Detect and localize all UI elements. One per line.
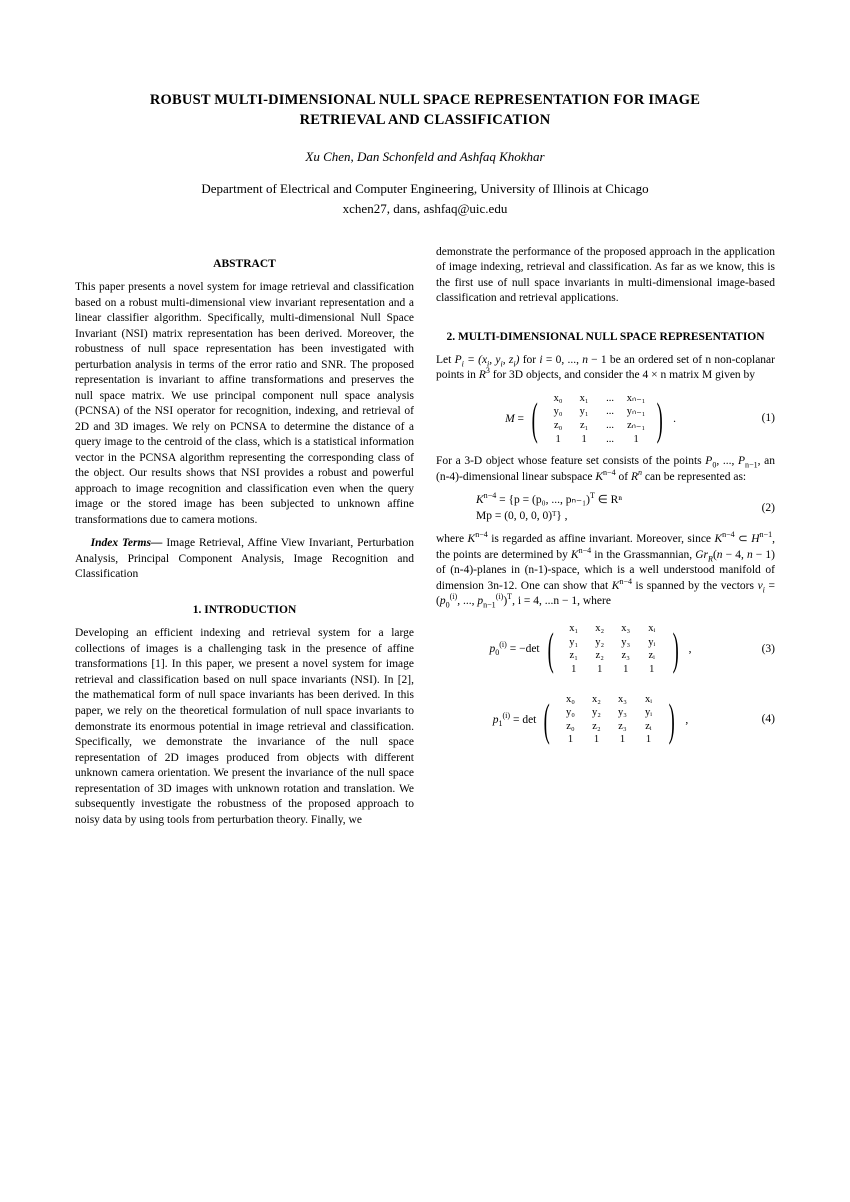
eq4-content: p1(i) = det ( x₀x₂x₃xᵢ y₀y₂y₃yᵢ z₀z₂z₃zᵢ…: [436, 693, 745, 748]
two-column-body: ABSTRACT This paper presents a novel sys…: [75, 245, 775, 829]
index-terms: Index Terms— Image Retrieval, Affine Vie…: [75, 536, 414, 583]
left-column: ABSTRACT This paper presents a novel sys…: [75, 245, 414, 829]
eq4-matrix: x₀x₂x₃xᵢ y₀y₂y₃yᵢ z₀z₂z₃zᵢ 1111: [557, 693, 661, 748]
authors: Xu Chen, Dan Schonfeld and Ashfaq Khokha…: [75, 149, 775, 165]
eq2-number: (2): [745, 501, 775, 517]
eq3-number: (3): [745, 642, 775, 658]
eq1-matrix: x₀x₁...xₙ₋₁ y₀y₁...yₙ₋₁ z₀z₁...zₙ₋₁ 11..…: [545, 392, 649, 447]
paper-title: ROBUST MULTI-DIMENSIONAL NULL SPACE REPR…: [75, 90, 775, 131]
eq2-l2: Mp = (0, 0, 0, 0)ᵀ} ,: [476, 510, 568, 522]
after-eq1-d: can be represented as:: [642, 471, 746, 483]
section-2-heading: 2. MULTI-DIMENSIONAL NULL SPACE REPRESEN…: [436, 329, 775, 345]
equation-1: M = ( x₀x₁...xₙ₋₁ y₀y₁...yₙ₋₁ z₀z₁...zₙ₋…: [436, 392, 775, 447]
section-2-intro: Let Pi = (xi, yi, zi) for i = 0, ..., n …: [436, 353, 775, 384]
section-1-body: Developing an efficient indexing and ret…: [75, 626, 414, 828]
right-column: demonstrate the performance of the propo…: [436, 245, 775, 829]
eq2-l1a: = {p = (p₀, ..., pₙ₋₁): [496, 494, 590, 506]
affiliation: Department of Electrical and Computer En…: [75, 181, 775, 197]
eq4-lhs: = det: [510, 713, 536, 725]
title-line-2: RETRIEVAL AND CLASSIFICATION: [300, 112, 551, 128]
index-terms-label: Index Terms—: [91, 537, 163, 549]
after-eq2: where Kn−4 is regarded as affine invaria…: [436, 532, 775, 610]
eq2-l1b: ∈ Rⁿ: [595, 494, 622, 506]
paper-page: ROBUST MULTI-DIMENSIONAL NULL SPACE REPR…: [0, 0, 850, 1202]
email: xchen27, dans, ashfaq@uic.edu: [75, 201, 775, 217]
eq3-content: p0(i) = −det ( x₁x₂x₃xᵢ y₁y₂y₃yᵢ z₁z₂z₃z…: [436, 622, 745, 677]
equation-2: Kn−4 = {p = (p₀, ..., pₙ₋₁)T ∈ Rⁿ Mp = (…: [436, 493, 775, 524]
after-eq1: For a 3-D object whose feature set consi…: [436, 454, 775, 485]
eq1-number: (1): [745, 411, 775, 427]
after-eq2-d: in the Grassmannian,: [591, 549, 695, 561]
s2-intro-a: Let: [436, 354, 455, 366]
col2-continuation: demonstrate the performance of the propo…: [436, 245, 775, 307]
eq3-matrix: x₁x₂x₃xᵢ y₁y₂y₃yᵢ z₁z₂z₃zᵢ 1111: [561, 622, 665, 677]
after-eq2-a: where: [436, 533, 468, 545]
eq3-lhs: = −det: [507, 643, 540, 655]
equation-3: p0(i) = −det ( x₁x₂x₃xᵢ y₁y₂y₃yᵢ z₁z₂z₃z…: [436, 622, 775, 677]
eq1-content: M = ( x₀x₁...xₙ₋₁ y₀y₁...yₙ₋₁ z₀z₁...zₙ₋…: [436, 392, 745, 447]
eq2-content: Kn−4 = {p = (p₀, ..., pₙ₋₁)T ∈ Rⁿ Mp = (…: [436, 493, 745, 524]
after-eq2-b: is regarded as affine invariant. Moreove…: [488, 533, 715, 545]
after-eq2-f: is spanned by the vectors: [632, 580, 758, 592]
abstract-heading: ABSTRACT: [75, 257, 414, 273]
title-line-1: ROBUST MULTI-DIMENSIONAL NULL SPACE REPR…: [150, 92, 700, 108]
abstract-body: This paper presents a novel system for i…: [75, 280, 414, 528]
eq4-number: (4): [745, 712, 775, 728]
equation-4: p1(i) = det ( x₀x₂x₃xᵢ y₀y₂y₃yᵢ z₀z₂z₃zᵢ…: [436, 693, 775, 748]
section-1-heading: 1. INTRODUCTION: [75, 603, 414, 619]
after-eq1-a: For a 3-D object whose feature set consi…: [436, 455, 705, 467]
s2-intro-c: for 3D objects, and consider the 4 × n m…: [490, 369, 755, 381]
after-eq2-g: , i = 4, ...n − 1, where: [512, 595, 611, 607]
after-eq1-c: of: [616, 471, 631, 483]
